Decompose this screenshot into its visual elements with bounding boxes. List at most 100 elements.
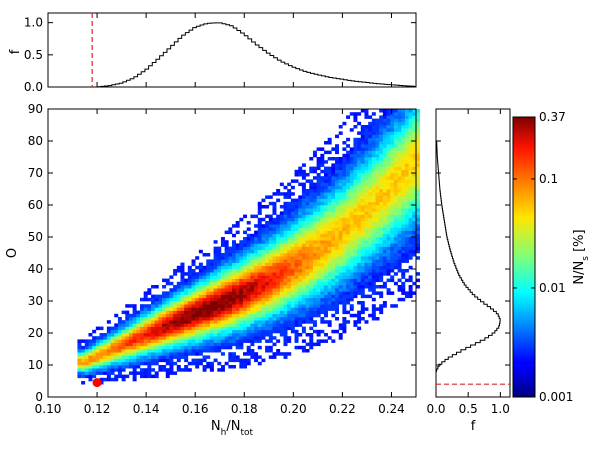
heatmap-cell (346, 166, 351, 171)
heatmap-cell (195, 288, 200, 292)
heatmap-cell (265, 349, 270, 353)
heatmap-cell (305, 294, 310, 299)
heatmap-cell (364, 160, 369, 164)
heatmap-cell (353, 323, 358, 327)
heatmap-cell (268, 317, 273, 321)
main-y-tick-label: 0 (35, 390, 43, 404)
heatmap-cell (368, 278, 373, 283)
heatmap-cell (283, 256, 288, 260)
heatmap-cell (301, 198, 306, 203)
heatmap-cell (305, 297, 310, 302)
heatmap-cell (379, 141, 384, 145)
heatmap-cell (382, 179, 387, 183)
heatmap-cell (331, 179, 336, 183)
heatmap-cell (357, 224, 362, 228)
heatmap-cell (294, 285, 299, 289)
heatmap-cell (265, 345, 270, 350)
heatmap-cell (243, 329, 248, 334)
heatmap-cell (386, 147, 391, 151)
heatmap-cell (140, 317, 144, 321)
heatmap-cell (364, 278, 369, 283)
heatmap-cell (290, 262, 295, 267)
heatmap-cell (180, 278, 185, 283)
heatmap-cell (364, 179, 369, 183)
heatmap-cell (416, 208, 420, 212)
heatmap-cell (276, 265, 281, 270)
heatmap-cell (375, 185, 380, 190)
heatmap-cell (371, 281, 376, 286)
heatmap-cell (408, 240, 413, 244)
heatmap-cell (272, 329, 277, 334)
heatmap-cell (386, 269, 391, 273)
heatmap-cell (283, 211, 288, 215)
heatmap-cell (187, 320, 192, 324)
heatmap-cell (335, 227, 340, 231)
heatmap-cell (187, 307, 192, 311)
heatmap-cell (349, 208, 354, 212)
heatmap-cell (309, 249, 314, 254)
heatmap-cell (349, 269, 354, 273)
heatmap-cell (412, 189, 417, 193)
heatmap-cell (88, 374, 93, 379)
heatmap-cell (125, 304, 130, 308)
heatmap-cell (324, 195, 328, 199)
heatmap-cell (287, 227, 292, 231)
heatmap-cell (276, 326, 281, 331)
heatmap-cell (239, 329, 244, 334)
heatmap-cell (250, 275, 255, 279)
heatmap-cell (257, 208, 262, 212)
heatmap-cell (371, 128, 376, 132)
heatmap-cell (283, 336, 288, 340)
heatmap-cell (147, 333, 152, 337)
heatmap-cell (294, 294, 299, 299)
heatmap-cell (243, 275, 248, 279)
heatmap-cell (401, 285, 406, 289)
heatmap-cell (408, 227, 413, 231)
heatmap-cell (232, 294, 236, 299)
heatmap-cell (342, 304, 347, 308)
heatmap-cell (386, 214, 391, 219)
heatmap-cell (316, 208, 321, 212)
heatmap-cell (416, 179, 420, 183)
heatmap-cell (346, 217, 351, 222)
heatmap-cell (346, 243, 351, 247)
heatmap-cell (316, 147, 321, 151)
heatmap-cell (151, 336, 156, 340)
heatmap-cell (346, 320, 351, 324)
heatmap-cell (158, 304, 163, 308)
heatmap-cell (416, 185, 420, 190)
heatmap-cell (283, 355, 288, 359)
heatmap-cell (386, 192, 391, 196)
heatmap-cell (368, 195, 373, 199)
heatmap-cell (324, 205, 328, 209)
heatmap-cell (375, 201, 380, 206)
heatmap-cell (228, 291, 233, 295)
heatmap-cell (228, 275, 233, 279)
heatmap-cell (257, 249, 262, 254)
heatmap-cell (151, 313, 156, 318)
heatmap-cell (390, 109, 395, 113)
heatmap-cell (342, 163, 347, 167)
heatmap-cell (272, 269, 277, 273)
heatmap-cell (312, 233, 317, 238)
colorbar: 0.370.10.010.001 N/Ns [%] (512, 110, 591, 404)
heatmap-cell (158, 301, 163, 305)
heatmap-cell (316, 179, 321, 183)
heatmap-cell (408, 141, 413, 145)
heatmap-cell (408, 249, 413, 254)
heatmap-cell (162, 320, 167, 324)
heatmap-cell (106, 349, 111, 353)
heatmap-cell (290, 201, 295, 206)
heatmap-cell (272, 237, 277, 241)
heatmap-cell (360, 205, 365, 209)
heatmap-cell (228, 256, 233, 260)
heatmap-cell (312, 230, 317, 235)
heatmap-cell (416, 246, 420, 251)
heatmap-cell (342, 297, 347, 302)
heatmap-cell (324, 185, 328, 190)
heatmap-cell (397, 150, 402, 155)
heatmap-cell (393, 205, 398, 209)
heatmap-cell (301, 291, 306, 295)
heatmap-cell (147, 329, 152, 334)
heatmap-cell (316, 339, 321, 343)
